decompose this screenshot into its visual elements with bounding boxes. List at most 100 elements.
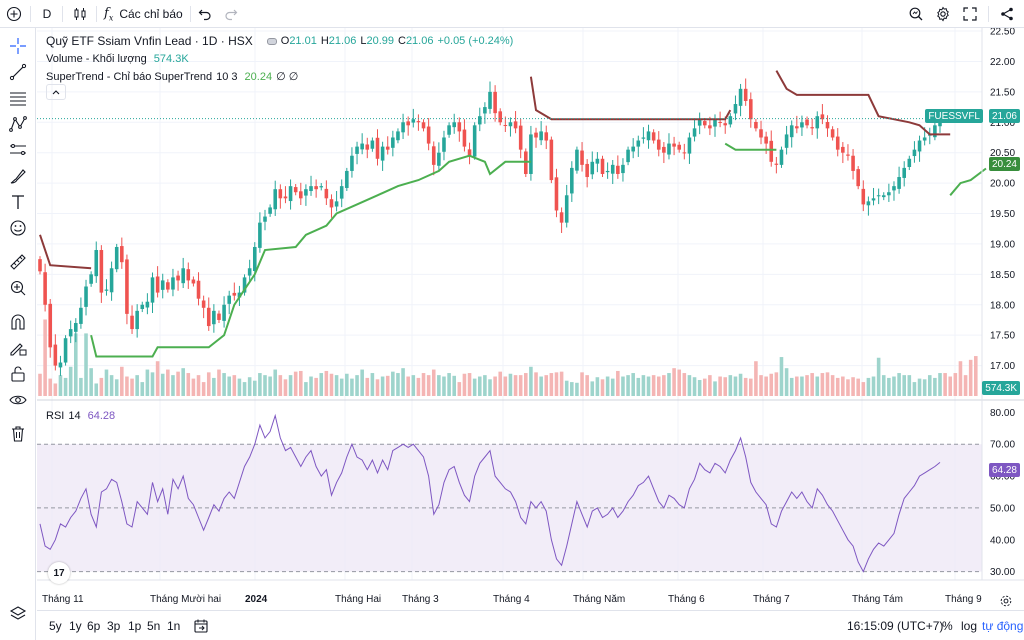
volume-bar (871, 376, 876, 396)
range-button-6p[interactable]: 6p (87, 619, 101, 633)
auto-scale-toggle[interactable]: tự động (982, 619, 1024, 633)
close-label: C (397, 35, 406, 47)
volume-bar (938, 373, 942, 396)
candle-body (360, 143, 364, 150)
object-tree-tool[interactable] (6, 604, 30, 624)
range-button-3p[interactable]: 3p (107, 619, 121, 633)
share-button[interactable] (996, 0, 1018, 28)
candle-body (503, 125, 508, 127)
lock-tool[interactable] (6, 364, 30, 384)
crosshair-tool[interactable] (6, 36, 30, 56)
candle (682, 143, 687, 160)
rsi-legend[interactable]: RSI 14 64.28 (46, 410, 115, 422)
rsi-tick-label: 60.00 (990, 472, 1015, 483)
supertrend-up-line (724, 142, 777, 151)
volume-bar (575, 382, 579, 396)
candle (912, 141, 917, 163)
collapse-legend-button[interactable] (46, 84, 66, 100)
pattern-tool[interactable] (6, 114, 30, 134)
candle (559, 207, 564, 233)
candle (135, 304, 139, 338)
volume-bar (544, 375, 549, 396)
candle-body (130, 315, 134, 330)
candle (206, 297, 211, 331)
forecast-tool[interactable] (6, 140, 30, 160)
candle-body (171, 277, 175, 290)
brush-tool[interactable] (6, 166, 30, 186)
trend-line-tool[interactable] (6, 62, 30, 82)
range-button-5n[interactable]: 5n (147, 619, 161, 633)
volume-bar (288, 375, 293, 396)
price-tick-label: 20.00 (990, 179, 1015, 190)
visibility-tool[interactable] (6, 390, 30, 410)
tradingview-logo[interactable]: 17 (48, 562, 70, 584)
axis-settings-button[interactable] (999, 594, 1013, 613)
time-label: Tháng Năm (573, 594, 626, 605)
fullscreen-button[interactable] (960, 0, 980, 28)
zoom-in-tool[interactable] (6, 278, 30, 298)
search-icon (909, 7, 923, 21)
date-range-button[interactable] (193, 611, 209, 640)
clock[interactable]: 16:15:09 (UTC+7) (847, 619, 944, 633)
text-tool[interactable] (6, 192, 30, 212)
candle-body (544, 132, 549, 141)
undo-button[interactable] (196, 0, 214, 28)
candle (605, 162, 610, 179)
candle-body (805, 119, 809, 126)
candle (63, 335, 68, 366)
volume-bar (534, 372, 538, 396)
volume-bar (43, 319, 47, 396)
volume-bar (232, 375, 237, 396)
range-button-1y[interactable]: 1y (69, 619, 82, 633)
candle (94, 241, 99, 283)
candle-body (416, 121, 421, 123)
volume-bar (206, 372, 211, 396)
candle (846, 144, 850, 161)
candle (411, 108, 416, 128)
symbol-title: Quỹ ETF Ssiam Vnfin Lead · 1D · HSX (46, 34, 253, 48)
percent-toggle[interactable]: % (942, 619, 953, 633)
symbol-legend[interactable]: Quỹ ETF Ssiam Vnfin Lead · 1D · HSX O 21.… (46, 34, 513, 48)
candle (79, 297, 83, 329)
chart-type-button[interactable] (70, 0, 90, 28)
price-tick-label: 19.50 (990, 209, 1015, 220)
candle-body (702, 121, 707, 126)
range-button-5y[interactable]: 5y (49, 619, 62, 633)
delete-tool[interactable] (6, 424, 30, 444)
volume-bar (467, 373, 472, 396)
emoji-tool[interactable] (6, 218, 30, 238)
log-toggle[interactable]: log (961, 619, 978, 633)
drawing-mode-tool[interactable] (6, 338, 30, 358)
horizontal-lines-tool[interactable] (6, 88, 30, 108)
chart-area[interactable]: 22.50 22.00 21.50 21.00 20.50 20.00 19.50 19.00… (37, 28, 1024, 610)
candle (155, 266, 160, 298)
candle-body (94, 250, 99, 277)
range-button-1n[interactable]: 1n (167, 619, 181, 633)
candle-body (375, 137, 380, 159)
measure-tool[interactable] (6, 252, 30, 272)
volume-bar (135, 375, 139, 396)
candle (575, 146, 579, 174)
add-symbol-button[interactable] (4, 0, 24, 28)
interval-button[interactable]: D (38, 0, 56, 28)
redo-button[interactable] (222, 0, 240, 28)
candle-body (99, 250, 104, 293)
supertrend-legend[interactable]: SuperTrend - Chỉ báo SuperTrend 10 3 20.… (46, 70, 298, 84)
magnet-tool[interactable] (6, 312, 30, 332)
candle (876, 188, 881, 205)
quick-search-button[interactable] (906, 0, 926, 28)
candle (452, 113, 456, 134)
volume-legend[interactable]: Volume - Khối lượng 574.3K (46, 53, 189, 65)
candle (544, 125, 549, 150)
candle (385, 136, 390, 155)
volume-bar (140, 382, 145, 396)
candle (580, 142, 584, 172)
candle-body (784, 134, 789, 148)
range-button-1p[interactable]: 1p (128, 619, 142, 633)
candle (810, 118, 814, 136)
candle (646, 124, 651, 149)
indicators-button[interactable]: fx Các chỉ báo (104, 0, 186, 28)
settings-button[interactable] (933, 0, 953, 28)
candle (457, 117, 462, 142)
chart-canvas[interactable]: 22.50 22.00 21.50 21.00 20.50 20.00 19.50 19.00… (37, 28, 1024, 610)
